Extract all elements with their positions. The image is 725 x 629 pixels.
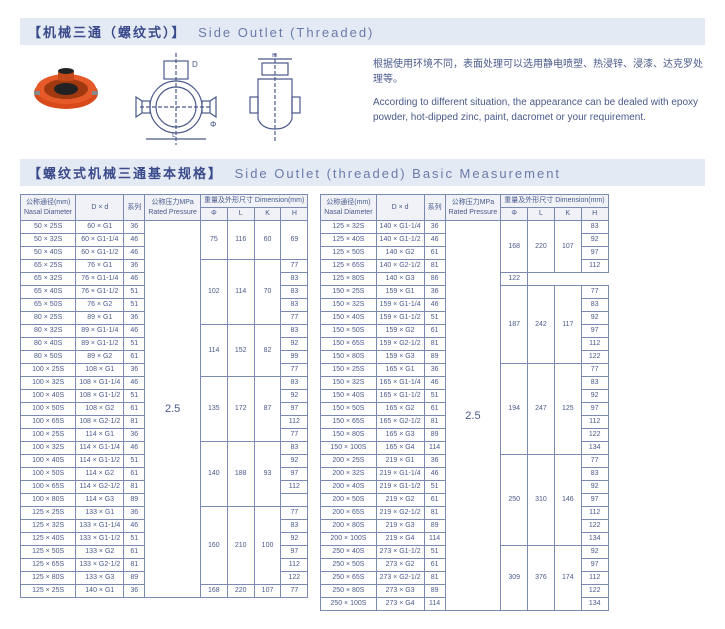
top-row: D Φ L H 根据使用环境不同，表面处理 <box>20 53 705 145</box>
drawings: D Φ L H <box>20 53 365 145</box>
notes-block: 根据使用环境不同，表面处理可以选用静电喷塑、热浸锌、浸漆、达克罗处理等。 Acc… <box>373 53 705 145</box>
section2-header: 【螺纹式机械三通基本规格】 Side Outlet (threaded) Bas… <box>20 159 705 186</box>
section1-header: 【机械三通（螺纹式）】 Side Outlet (Threaded) <box>20 18 705 45</box>
side-drawing: H <box>240 53 310 145</box>
svg-text:L: L <box>172 132 176 139</box>
front-drawing: D Φ L <box>116 53 236 145</box>
svg-text:H: H <box>272 53 277 59</box>
table-row: 125 × 32S140 × G1-1/4362.516822010783 <box>321 221 608 234</box>
svg-text:Φ: Φ <box>210 120 216 129</box>
notes-cn: 根据使用环境不同，表面处理可以选用静电喷塑、热浸锌、浸漆、达克罗处理等。 <box>373 57 705 87</box>
product-photo <box>20 53 112 121</box>
section1-cn: 【机械三通（螺纹式）】 <box>28 25 187 40</box>
left-table: 公称通径(mm)Nasal Diameter D × d 系列 公称压力MPaR… <box>20 194 308 598</box>
section2-cn: 【螺纹式机械三通基本规格】 <box>28 166 223 181</box>
section2-en: Side Outlet (threaded) Basic Measurement <box>235 166 561 181</box>
svg-text:D: D <box>192 60 198 69</box>
right-table: 公称通径(mm)Nasal Diameter D × d 系列 公称压力MPaR… <box>320 194 608 611</box>
tables-row: 公称通径(mm)Nasal Diameter D × d 系列 公称压力MPaR… <box>20 194 705 611</box>
notes-en: According to different situation, the ap… <box>373 95 705 125</box>
section1-en: Side Outlet (Threaded) <box>198 25 374 40</box>
table-row: 50 × 25S60 × G1362.5751166069 <box>21 221 308 234</box>
